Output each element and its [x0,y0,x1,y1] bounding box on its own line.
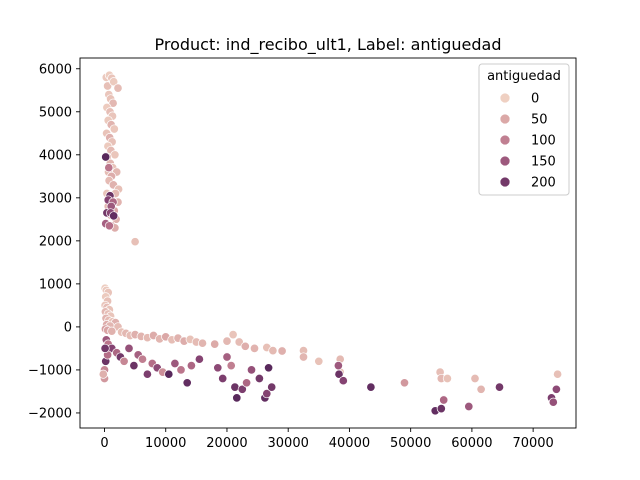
scatter-point [194,354,204,364]
scatter-point [267,382,277,392]
x-tick-label: 60000 [451,436,492,451]
scatter-point [246,365,257,375]
scatter-point [334,369,344,379]
scatter-point [551,384,561,394]
scatter-point [119,356,129,366]
scatter-point [129,361,139,371]
scatter-point [264,363,274,373]
scatter-point [170,358,180,369]
scatter-point [98,369,108,379]
scatter-point [464,401,474,412]
x-tick-label: 10000 [145,436,186,451]
x-tick-label: 50000 [390,436,431,451]
y-tick-label: 4000 [39,148,72,163]
scatter-point [242,378,252,388]
axes-frame [79,57,577,429]
scatter-point [399,378,410,388]
scatter-point [182,378,192,388]
scatter-point [338,376,348,386]
legend-title: antiguedad [487,69,561,84]
scatter-point [548,397,558,407]
x-tick-label: 40000 [329,436,370,451]
scatter-point [222,336,232,346]
scatter-point [277,346,287,356]
scatter-point [476,384,486,394]
x-tick-label: 30000 [268,436,309,451]
x-tick-label: 0 [100,436,108,451]
scatter-point [124,343,134,353]
scatter-point [234,337,244,347]
scatter-point [333,361,343,371]
scatter-point [439,395,449,405]
y-tick-label: 1000 [39,277,72,292]
scatter-point [314,356,324,366]
y-tick-label: −1000 [28,363,72,378]
axes-layer: 0 10000 20000 30000 40000 50000 60000 70000−200… [28,57,577,451]
scatter-point [553,369,563,379]
points-layer [98,70,563,416]
scatter-point [228,330,238,340]
legend: antiguedad 0 50 100 150 200 [478,63,570,196]
scatter-point [240,341,250,351]
chart-title: Product: ind_recibo_ult1, Label: antigue… [155,35,502,55]
scatter-point [436,404,446,414]
scatter-point [210,339,220,349]
legend-label: 50 [531,113,548,128]
scatter-point [442,373,452,384]
scatter-point [113,83,123,93]
scatter-point [137,354,148,364]
scatter-point [109,124,119,134]
scatter-point [494,382,505,392]
scatter-point [262,389,272,399]
legend-marker [499,155,511,167]
legend-label: 150 [531,155,556,170]
scatter-point [100,343,110,353]
y-tick-label: 3000 [39,191,72,206]
legend-marker [499,113,511,125]
scatter-point [237,384,247,394]
scatter-point [213,363,223,373]
scatter-point [110,150,120,160]
scatter-point [142,369,152,379]
scatter-point [254,373,264,384]
scatter-point [249,343,260,353]
scatter-point [164,369,174,379]
scatter-point [218,373,228,384]
scatter-point [366,382,376,392]
scatter-point [470,373,480,384]
scatter-point [107,326,117,336]
y-tick-label: 0 [64,320,72,335]
scatter-point [109,77,119,87]
scatter-point [222,352,232,362]
scatter-point [130,237,140,247]
y-tick-label: 6000 [39,62,72,77]
x-tick-label: 70000 [512,436,553,451]
scatter-point [232,393,242,403]
scatter-point [197,338,208,348]
y-tick-label: 5000 [39,105,72,120]
legend-label: 100 [531,134,556,149]
legend-marker [499,92,511,104]
scatter-point [101,152,111,162]
scatter-point [226,361,236,371]
legend-marker [499,176,511,188]
scatter-point [103,81,113,91]
scatter-point [109,211,119,221]
scatter-point [104,163,114,173]
scatter-point [104,221,114,231]
legend-label: 200 [531,176,556,191]
scatter-point [176,365,186,375]
scatter-point [108,98,118,108]
scatter-point [268,346,278,356]
legend-label: 0 [531,92,539,107]
scatter-point [298,352,309,362]
scatter-point [186,361,196,371]
x-tick-label: 20000 [206,436,247,451]
legend-marker [499,134,511,146]
y-tick-label: −2000 [28,406,72,421]
y-tick-label: 2000 [39,234,72,249]
